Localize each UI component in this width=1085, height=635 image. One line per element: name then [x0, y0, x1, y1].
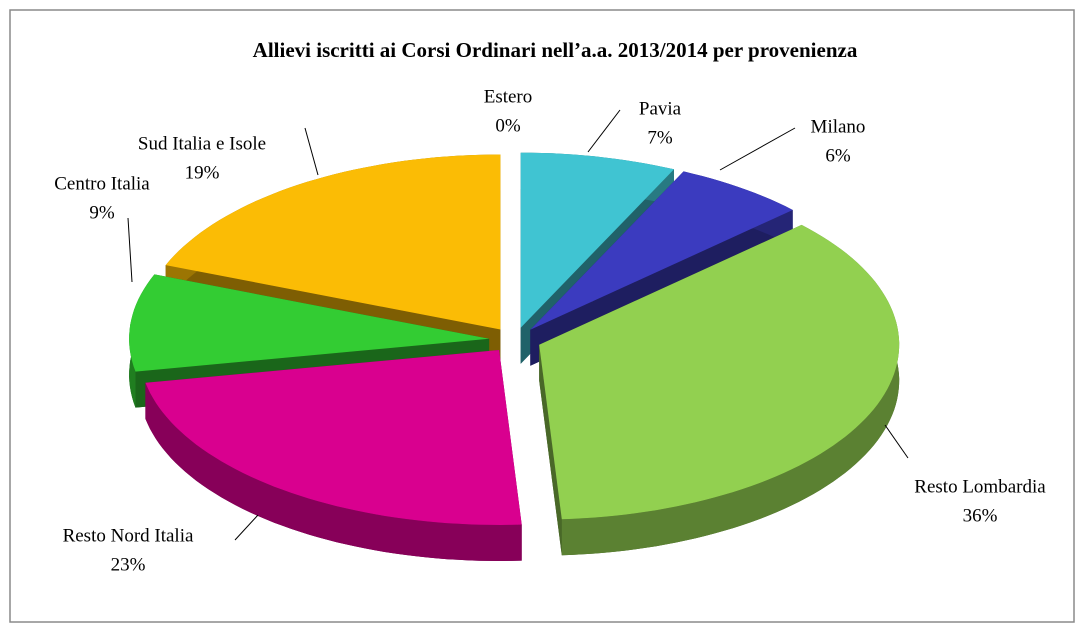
slice-value-label: 7%	[647, 127, 673, 148]
slice-radial-wall	[539, 344, 562, 556]
slice-value-label: 19%	[185, 162, 220, 183]
slice-label: Pavia	[639, 98, 682, 119]
pie-slice-3d	[539, 224, 900, 556]
slice-label: Milano	[811, 116, 866, 137]
leader-line	[304, 127, 319, 176]
leader-line	[719, 127, 796, 171]
pie-slice	[520, 152, 674, 328]
pie-slice	[539, 224, 900, 520]
pie-slice	[145, 350, 522, 525]
slice-value-label: 9%	[89, 202, 115, 223]
slice-value-label: 36%	[963, 505, 998, 526]
slice-outer-wall	[145, 382, 522, 561]
leader-line	[234, 514, 259, 541]
slice-value-label: 0%	[495, 115, 521, 136]
slice-label: Resto Lombardia	[914, 476, 1046, 497]
slice-label: Resto Nord Italia	[63, 525, 194, 546]
leader-line	[127, 217, 133, 283]
slice-label: Sud Italia e Isole	[138, 133, 266, 154]
slice-value-label: 6%	[825, 145, 851, 166]
pie-slice-3d	[145, 350, 522, 561]
chart-title: Allievi iscritti ai Corsi Ordinari nell’…	[253, 38, 858, 62]
slice-label: Centro Italia	[54, 173, 150, 194]
slice-outer-wall	[561, 224, 900, 556]
leader-line	[587, 109, 621, 153]
leader-line	[884, 424, 909, 459]
pie-slice	[165, 154, 501, 330]
pie-slice	[129, 274, 490, 372]
pie-slice	[530, 171, 793, 330]
slice-label: Estero	[484, 86, 533, 107]
slice-value-label: 23%	[111, 554, 146, 575]
